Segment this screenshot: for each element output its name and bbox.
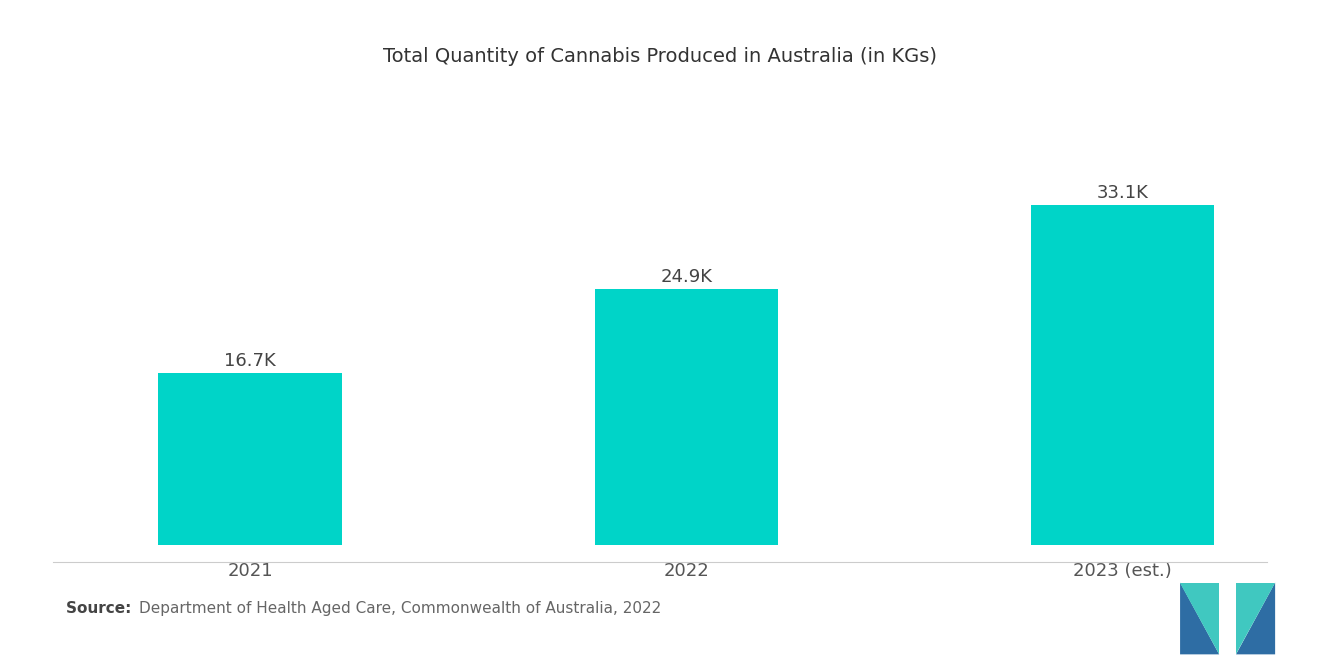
Bar bbox=[595, 289, 777, 545]
Text: Total Quantity of Cannabis Produced in Australia (in KGs): Total Quantity of Cannabis Produced in A… bbox=[383, 47, 937, 66]
Text: 33.1K: 33.1K bbox=[1097, 184, 1148, 201]
Text: Source:: Source: bbox=[66, 601, 141, 616]
Text: 16.7K: 16.7K bbox=[224, 352, 276, 370]
Text: Department of Health Aged Care, Commonwealth of Australia, 2022: Department of Health Aged Care, Commonwe… bbox=[139, 601, 661, 616]
Bar bbox=[1031, 205, 1214, 545]
Bar bbox=[158, 374, 342, 545]
Text: 24.9K: 24.9K bbox=[660, 268, 713, 286]
